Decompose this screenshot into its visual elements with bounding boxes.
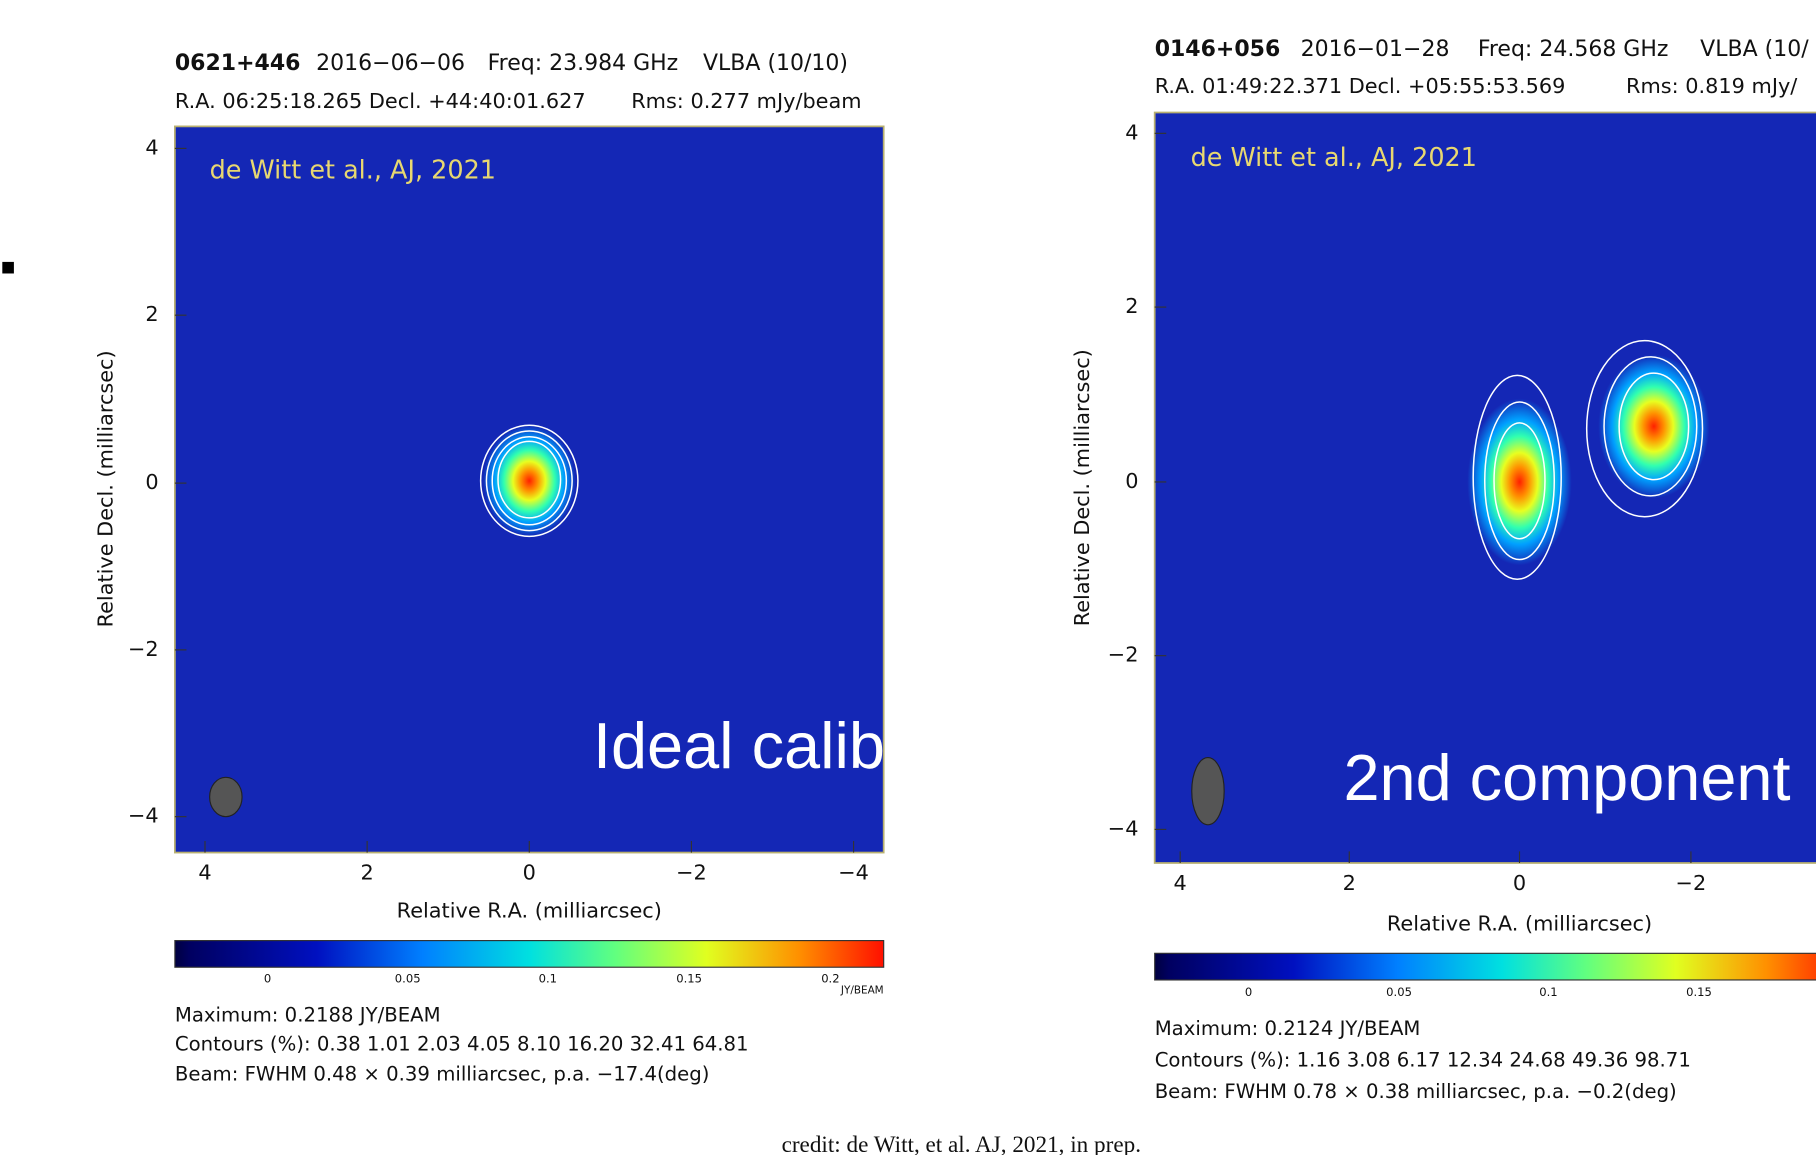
header-text: 0621+446: [175, 51, 301, 76]
header-text: 2016−06−06: [316, 51, 465, 76]
x-tick-label: −2: [676, 860, 707, 884]
colorbar-tick-label: 0.05: [395, 971, 421, 985]
x-tick-label: 2: [1343, 871, 1356, 895]
watermark: de Witt et al., AJ, 2021: [210, 156, 496, 186]
panel: 0621+446 2016−06−06 Freq: 23.984 GHz VLBA (…: [94, 51, 1019, 1086]
footer-text: Beam: FWHM 0.78 × 0.38 milliarcsec, p.a.…: [1155, 1080, 1677, 1103]
colorbar-tick-label: 0.15: [676, 971, 702, 985]
y-tick-label: 2: [1125, 294, 1138, 318]
colorbar-tick-label: 0.1: [1539, 985, 1557, 999]
page: 0621+446 2016−06−06 Freq: 23.984 GHz VLBA (…: [0, 0, 1816, 1155]
y-tick-label: 0: [1125, 469, 1138, 493]
y-tick-label: −4: [1108, 816, 1139, 840]
header-text: 2016−01−28: [1301, 37, 1450, 62]
position-text: Rms: 0.277 mJy/beam: [631, 89, 861, 113]
footer-text: Contours (%): 1.16 3.08 6.17 12.34 24.68…: [1155, 1049, 1691, 1072]
y-tick-label: 4: [145, 135, 158, 159]
colorbar-tick-label: 0.1: [539, 971, 557, 985]
colorbar-tick-label: 0: [264, 971, 271, 985]
bullet: [2, 262, 14, 274]
slide: 0621+446 2016−06−06 Freq: 23.984 GHz VLBA (…: [0, 0, 1816, 1155]
header-text: VLBA (10/: [1700, 37, 1809, 62]
header-text: VLBA (10/10): [703, 51, 848, 76]
footer-text: Maximum: 0.2188 JY/BEAM: [175, 1003, 441, 1026]
overlay-label: 2nd component: [1343, 741, 1790, 814]
beam: [1192, 758, 1224, 825]
footer-text: Beam: FWHM 0.48 × 0.39 milliarcsec, p.a.…: [175, 1062, 710, 1085]
y-tick-label: −4: [128, 804, 159, 828]
header-text: 0146+056: [1155, 37, 1281, 62]
beam: [210, 777, 242, 816]
colorbar-tick-label: 0.15: [1686, 985, 1712, 999]
x-tick-label: 0: [523, 860, 536, 884]
overlay-label: Ideal calibrator: [593, 709, 1018, 782]
header-text: Freq: 24.568 GHz: [1478, 37, 1669, 62]
position-text: Rms: 0.819 mJy/: [1626, 74, 1798, 98]
credit: credit: de Witt, et al. AJ, 2021, in pre…: [782, 1132, 1141, 1155]
colorbar-tick-label: 0.05: [1386, 985, 1412, 999]
colorbar: [175, 941, 884, 968]
colorbar-tick-label: 0.2: [821, 971, 839, 985]
header-text: Freq: 23.984 GHz: [488, 51, 679, 76]
y-axis-label: Relative Decl. (milliarcsec): [1070, 349, 1094, 626]
x-tick-label: 4: [198, 860, 211, 884]
x-axis-label: Relative R.A. (milliarcsec): [397, 899, 662, 923]
y-tick-label: 4: [1125, 120, 1138, 144]
y-tick-label: 2: [145, 302, 158, 326]
x-tick-label: −2: [1676, 871, 1707, 895]
x-tick-label: 4: [1174, 871, 1187, 895]
y-tick-label: 0: [145, 470, 158, 494]
panel: 0146+056 2016−01−28 Freq: 24.568 GHz VLBA (…: [1070, 37, 1816, 1103]
colorbar-unit: JY/BEAM: [840, 984, 884, 996]
x-tick-label: −4: [838, 860, 869, 884]
y-tick-label: −2: [128, 637, 159, 661]
x-axis-label: Relative R.A. (milliarcsec): [1387, 911, 1652, 935]
watermark: de Witt et al., AJ, 2021: [1191, 143, 1477, 173]
colorbar-tick-label: 0: [1245, 985, 1252, 999]
y-axis-label: Relative Decl. (milliarcsec): [94, 350, 118, 627]
position-text: R.A. 01:49:22.371 Decl. +05:55:53.569: [1155, 74, 1566, 98]
y-tick-label: −2: [1108, 643, 1139, 667]
footer-text: Contours (%): 0.38 1.01 2.03 4.05 8.10 1…: [175, 1032, 749, 1055]
x-tick-label: 2: [361, 860, 374, 884]
footer-text: Maximum: 0.2124 JY/BEAM: [1155, 1017, 1421, 1040]
x-tick-label: 0: [1513, 871, 1526, 895]
position-text: R.A. 06:25:18.265 Decl. +44:40:01.627: [175, 89, 586, 113]
colorbar: [1155, 953, 1816, 980]
